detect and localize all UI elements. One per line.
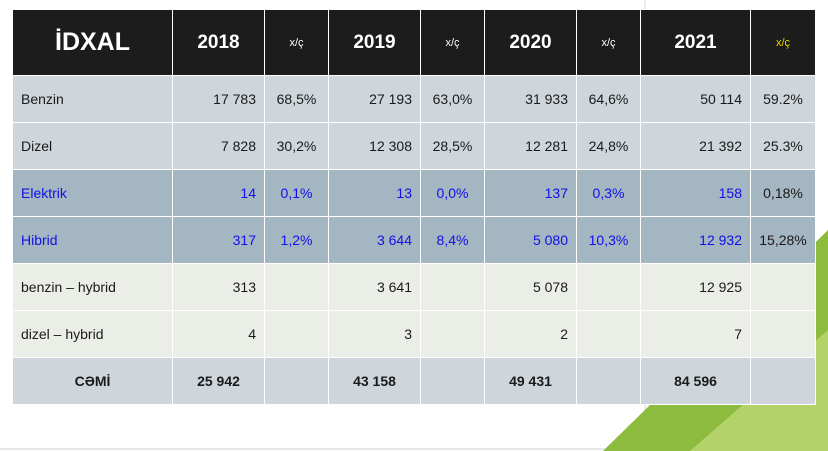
- value-2020: 31 933: [484, 75, 577, 123]
- year-2020-header: 2020: [484, 9, 577, 76]
- share-2019-header: x/ç: [420, 9, 485, 76]
- value-2020: 2: [484, 310, 577, 358]
- share-2018-header: x/ç: [264, 9, 329, 76]
- share-2019-empty: [420, 310, 485, 358]
- share-2019-empty: [420, 263, 485, 311]
- value-2018: 317: [172, 216, 265, 264]
- row-label: Hibrid: [12, 216, 173, 264]
- value-2019: 3: [328, 310, 421, 358]
- share-2019: 8,4%: [420, 216, 485, 264]
- share-2020-header: x/ç: [576, 9, 641, 76]
- header-row: İDXAL 2018 x/ç 2019 x/ç 2020 x/ç 2021 x/…: [12, 9, 816, 76]
- share-2021: 25.3%: [750, 122, 816, 170]
- share-2021: 59.2%: [750, 75, 816, 123]
- total-2020: 49 431: [484, 357, 577, 405]
- table-row-dizel-hybrid: dizel – hybrid 4 3 2 7: [12, 310, 816, 358]
- import-table: İDXAL 2018 x/ç 2019 x/ç 2020 x/ç 2021 x/…: [12, 9, 816, 405]
- value-2018: 313: [172, 263, 265, 311]
- value-2019: 27 193: [328, 75, 421, 123]
- value-2020: 5 078: [484, 263, 577, 311]
- share-2021-empty: [750, 310, 816, 358]
- share-2020-empty: [576, 357, 641, 405]
- share-2021-empty: [750, 263, 816, 311]
- value-2018: 4: [172, 310, 265, 358]
- value-2021: 158: [640, 169, 751, 217]
- total-2019: 43 158: [328, 357, 421, 405]
- share-2020: 64,6%: [576, 75, 641, 123]
- share-2018: 68,5%: [264, 75, 329, 123]
- value-2020: 137: [484, 169, 577, 217]
- share-2018: 1,2%: [264, 216, 329, 264]
- value-2019: 12 308: [328, 122, 421, 170]
- share-2019: 28,5%: [420, 122, 485, 170]
- total-label: CƏMİ: [12, 357, 173, 405]
- share-2021-empty: [750, 357, 816, 405]
- share-2020-empty: [576, 310, 641, 358]
- share-2021-header: x/ç: [750, 9, 816, 76]
- share-2019-empty: [420, 357, 485, 405]
- value-2020: 5 080: [484, 216, 577, 264]
- table-row-benzin-hybrid: benzin – hybrid 313 3 641 5 078 12 925: [12, 263, 816, 311]
- share-2020: 10,3%: [576, 216, 641, 264]
- share-2018-empty: [264, 357, 329, 405]
- table-row-hibrid: Hibrid 317 1,2% 3 644 8,4% 5 080 10,3% 1…: [12, 216, 816, 264]
- share-2018-empty: [264, 310, 329, 358]
- share-2019: 63,0%: [420, 75, 485, 123]
- row-label: dizel – hybrid: [12, 310, 173, 358]
- total-2021: 84 596: [640, 357, 751, 405]
- table-row-benzin: Benzin 17 783 68,5% 27 193 63,0% 31 933 …: [12, 75, 816, 123]
- row-label: benzin – hybrid: [12, 263, 173, 311]
- share-2020-empty: [576, 263, 641, 311]
- share-2020: 24,8%: [576, 122, 641, 170]
- value-2019: 3 641: [328, 263, 421, 311]
- value-2019: 13: [328, 169, 421, 217]
- share-2018-empty: [264, 263, 329, 311]
- table-row-dizel: Dizel 7 828 30,2% 12 308 28,5% 12 281 24…: [12, 122, 816, 170]
- value-2021: 12 932: [640, 216, 751, 264]
- year-2018-header: 2018: [172, 9, 265, 76]
- share-2021: 0,18%: [750, 169, 816, 217]
- value-2019: 3 644: [328, 216, 421, 264]
- table-row-total: CƏMİ 25 942 43 158 49 431 84 596: [12, 357, 816, 405]
- total-2018: 25 942: [172, 357, 265, 405]
- share-2021: 15,28%: [750, 216, 816, 264]
- share-2020: 0,3%: [576, 169, 641, 217]
- table-row-elektrik: Elektrik 14 0,1% 13 0,0% 137 0,3% 158 0,…: [12, 169, 816, 217]
- table-title: İDXAL: [12, 9, 173, 76]
- value-2018: 17 783: [172, 75, 265, 123]
- value-2018: 14: [172, 169, 265, 217]
- row-label: Dizel: [12, 122, 173, 170]
- share-2018: 30,2%: [264, 122, 329, 170]
- value-2020: 12 281: [484, 122, 577, 170]
- value-2021: 7: [640, 310, 751, 358]
- value-2021: 21 392: [640, 122, 751, 170]
- row-label: Elektrik: [12, 169, 173, 217]
- share-2019: 0,0%: [420, 169, 485, 217]
- share-2018: 0,1%: [264, 169, 329, 217]
- value-2021: 12 925: [640, 263, 751, 311]
- year-2021-header: 2021: [640, 9, 751, 76]
- row-label: Benzin: [12, 75, 173, 123]
- year-2019-header: 2019: [328, 9, 421, 76]
- value-2021: 50 114: [640, 75, 751, 123]
- value-2018: 7 828: [172, 122, 265, 170]
